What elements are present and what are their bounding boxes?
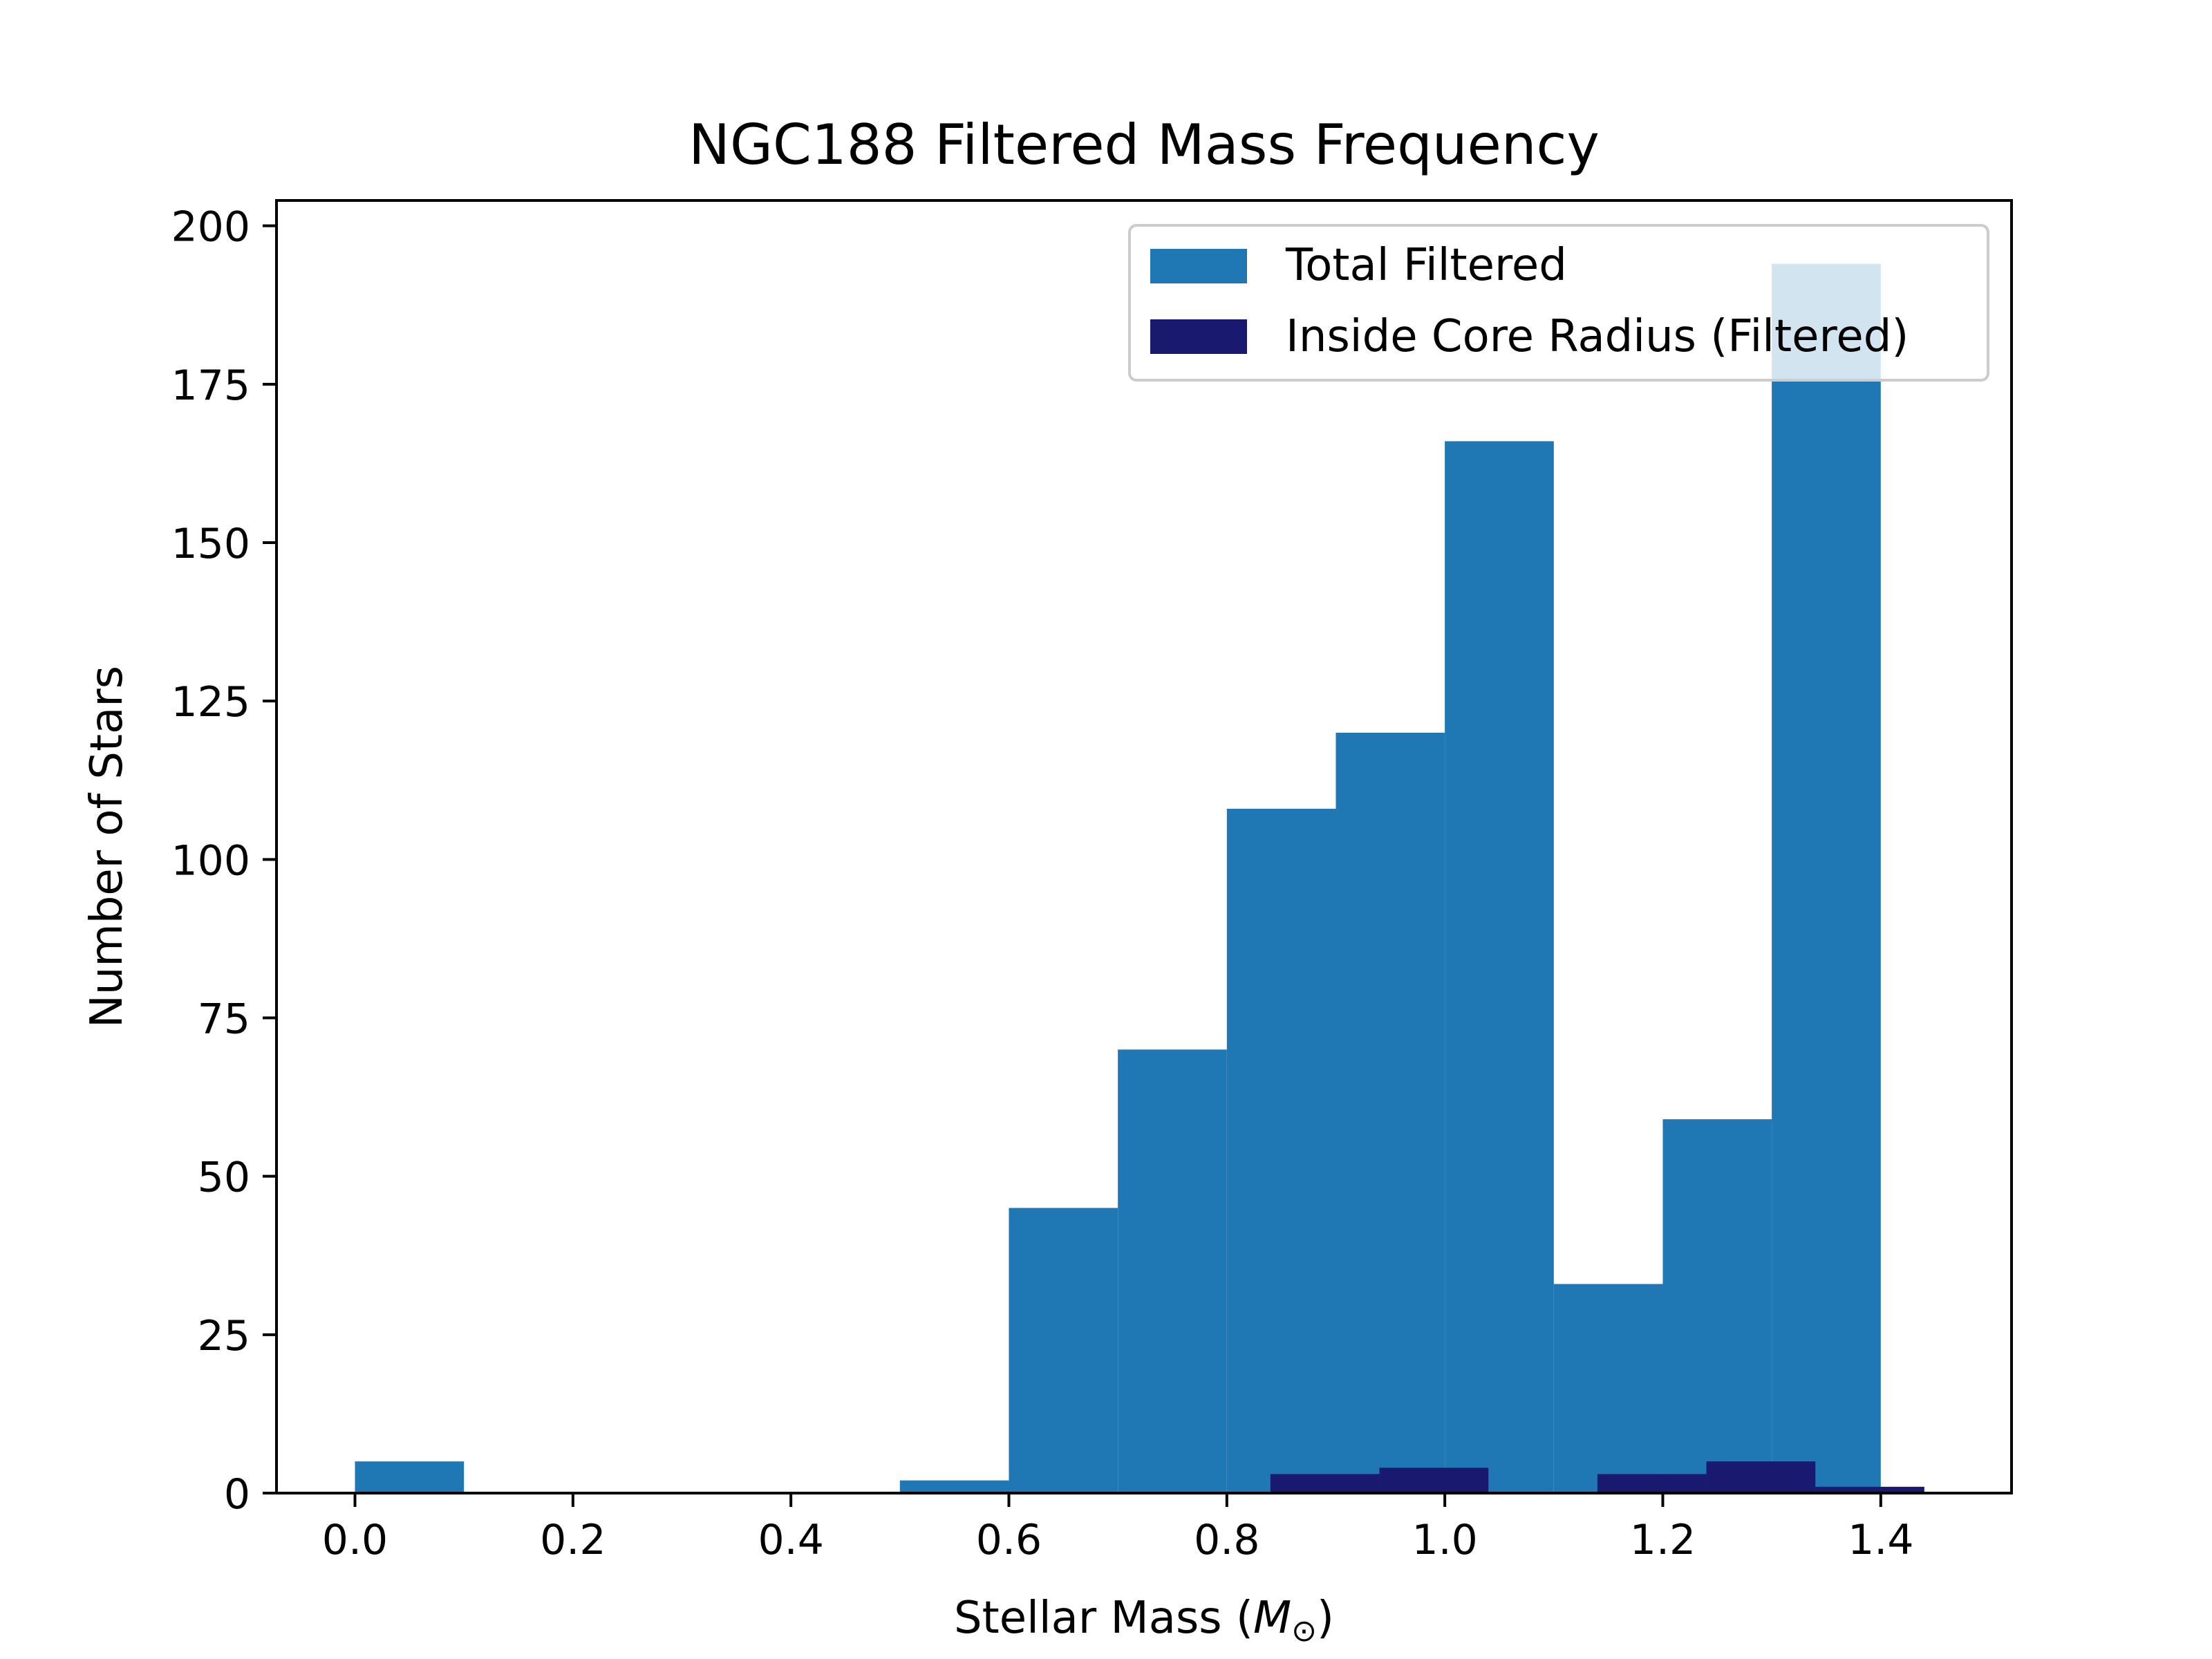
y-tick-label: 25 (198, 1312, 250, 1360)
legend: Total Filtered Inside Core Radius (Filte… (1128, 224, 1989, 382)
bar-total-5 (899, 1480, 1009, 1493)
bar-total-13 (1772, 263, 1881, 1494)
x-tick-label: 0.6 (976, 1516, 1042, 1564)
y-tick-label: 150 (171, 520, 250, 568)
plot-frame (275, 199, 2013, 1494)
bar-core-1 (1379, 1468, 1489, 1493)
x-tick-label: 0.4 (758, 1516, 823, 1564)
bar-total-11 (1553, 1284, 1663, 1493)
y-axis-ticks: 0 25 50 75 100 125 150 175 200 (171, 203, 276, 1519)
y-tick-label: 75 (198, 995, 250, 1044)
y-tick-label: 200 (171, 203, 250, 252)
x-tick-label: 1.4 (1848, 1516, 1913, 1564)
x-axis-label-subscript: ⊙ (1291, 1613, 1317, 1649)
y-tick-label: 100 (171, 836, 250, 885)
bar-core-4 (1706, 1461, 1816, 1493)
bar-total-6 (1009, 1208, 1118, 1493)
y-tick-label: 175 (171, 362, 250, 410)
x-tick-label: 1.2 (1630, 1516, 1696, 1564)
x-axis-label-text: Stellar Mass ( (954, 1593, 1253, 1644)
x-axis-label-symbol: M (1253, 1593, 1291, 1644)
x-tick-label: 0.0 (322, 1516, 388, 1564)
bar-total-0 (355, 1461, 465, 1493)
bar-total-8 (1226, 809, 1336, 1493)
bar-total-12 (1662, 1119, 1772, 1493)
legend-swatch-inside-core-radius (1150, 319, 1247, 354)
bar-core-5 (1815, 1486, 1924, 1493)
x-axis-label-close: ) (1317, 1593, 1334, 1644)
y-tick-label: 125 (171, 678, 250, 727)
x-tick-label: 1.0 (1412, 1516, 1477, 1564)
x-tick-label: 0.2 (540, 1516, 606, 1564)
series-total-filtered (355, 263, 1881, 1494)
y-axis-label: Number of Stars (82, 666, 133, 1028)
legend-label-inside-core-radius: Inside Core Radius (Filtered) (1286, 311, 1909, 362)
bar-total-7 (1118, 1049, 1227, 1493)
x-axis-ticks: 0.0 0.2 0.4 0.6 0.8 1.0 1.2 1.4 (322, 1493, 1914, 1564)
bar-core-0 (1270, 1474, 1380, 1493)
legend-label-total-filtered: Total Filtered (1285, 240, 1567, 291)
legend-swatch-total-filtered (1150, 249, 1247, 283)
bar-total-10 (1445, 441, 1554, 1494)
chart-title: NGC188 Filtered Mass Frequency (688, 113, 1600, 177)
x-axis-label: Stellar Mass (M⊙) (954, 1593, 1334, 1649)
x-tick-label: 0.8 (1194, 1516, 1259, 1564)
y-tick-label: 0 (224, 1470, 250, 1519)
legend-box (1128, 224, 1989, 382)
y-tick-label: 50 (198, 1154, 250, 1202)
bar-total-9 (1335, 733, 1445, 1493)
bar-core-3 (1597, 1474, 1707, 1493)
series-inside-core-radius (1270, 1461, 1924, 1493)
